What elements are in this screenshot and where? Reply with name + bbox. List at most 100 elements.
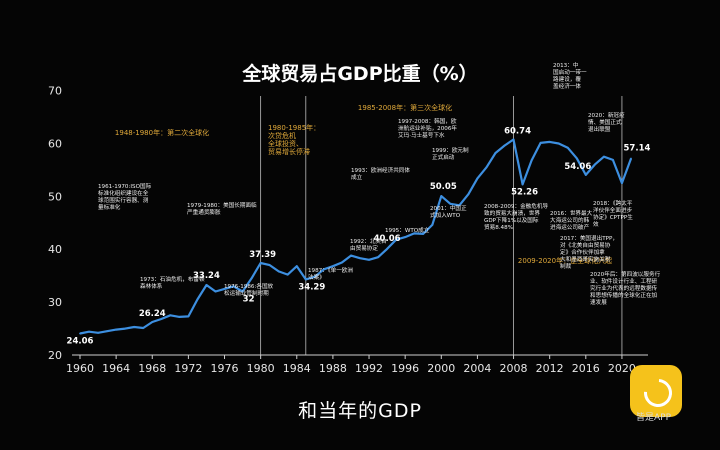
- value-label: 60.74: [504, 127, 531, 137]
- data-point: [602, 155, 605, 158]
- x-tick-label: 1996: [391, 362, 419, 375]
- data-point: [386, 248, 388, 250]
- annotation-text: 全球投资、: [268, 139, 303, 148]
- data-point: [350, 254, 352, 257]
- data-point: [548, 140, 551, 143]
- data-point: [151, 321, 154, 323]
- data-point: [124, 327, 127, 330]
- period-label: 1985-2008年：第三次全球化: [358, 103, 452, 112]
- annotation-text: 2020：新冠疫: [588, 111, 625, 119]
- data-point: [359, 257, 361, 260]
- annotation-text: 2017：美国退出TPP，: [560, 234, 618, 242]
- period-label: 1948-1980年：第二次全球化: [115, 128, 209, 137]
- annotation-text: 盖经济一体: [553, 82, 581, 90]
- annotation-text: 制裁: [560, 262, 572, 270]
- annotation-text: 1979-1980：美国长期面临: [187, 201, 257, 209]
- app-logo-icon: [630, 365, 682, 417]
- data-point: [440, 195, 443, 197]
- data-point: [521, 183, 524, 186]
- data-point: [241, 290, 244, 293]
- data-point: [566, 146, 569, 149]
- annotation-text: 和思想传播的全球化正在加: [590, 291, 658, 299]
- value-label: 24.06: [67, 337, 94, 347]
- data-point: [214, 290, 217, 293]
- annotation-text: 球范围实行容器、测: [98, 196, 149, 204]
- value-label: 40.06: [374, 234, 401, 244]
- period-labels: 1948-1980年：第二次全球化 1985-2008年：第三次全球化 2009-2…: [115, 103, 612, 265]
- annotation-text: 2018：《跨太平: [593, 199, 633, 207]
- data-point: [485, 166, 488, 169]
- value-label: 57.14: [624, 144, 651, 154]
- data-point: [476, 177, 479, 180]
- annotation-text: 退出联盟: [588, 125, 611, 133]
- data-point: [584, 173, 587, 176]
- data-point: [332, 265, 334, 268]
- annotation-text: 次贷危机: [268, 131, 296, 140]
- annotation-text: 2008-2009：金融危机导: [484, 202, 548, 210]
- x-tick-label: 1980: [247, 362, 275, 375]
- data-point: [295, 265, 298, 268]
- annotation-text: 业、软件设计行业、工程研: [590, 277, 658, 285]
- annotation-text: 进海运公司破产: [550, 223, 590, 231]
- x-tick-label: 1984: [283, 362, 311, 375]
- annotation-text: 松运输业管制时期: [224, 289, 269, 297]
- x-tick-label: 2020: [608, 362, 636, 375]
- data-point: [530, 159, 533, 162]
- data-point: [539, 142, 542, 144]
- annotation-text: 法案》: [308, 273, 325, 281]
- x-axis: 1960 1964 1968 1972 1976 1980 1984 1988 1992 1996…: [66, 354, 648, 375]
- app-logo-text: 皆是APP: [636, 413, 672, 423]
- annotation-text: 1976-1986:各国放: [224, 282, 274, 290]
- x-tick-label: 2008: [500, 362, 528, 375]
- data-point: [205, 284, 208, 286]
- data-point: [557, 142, 560, 145]
- data-point: [79, 332, 81, 335]
- value-label: 37.39: [249, 250, 276, 260]
- data-point: [169, 314, 172, 317]
- data-point: [142, 327, 145, 329]
- annotation-text: 成立: [351, 173, 363, 181]
- annotation-text: 由贸易协定: [350, 244, 378, 252]
- x-tick-label: 1972: [174, 362, 202, 375]
- x-tick-label: 2000: [427, 362, 455, 375]
- annotation-text: 森林体系: [140, 282, 163, 290]
- data-point: [395, 238, 398, 241]
- data-point: [377, 256, 379, 259]
- annotation-text: 2013：中: [553, 61, 579, 69]
- data-point: [449, 202, 452, 205]
- data-point: [431, 224, 434, 226]
- annotation-text: 1961-1970:ISO国际: [98, 182, 152, 190]
- annotation-text: 致的贸易大崩溃，世界: [484, 209, 540, 217]
- data-point: [404, 236, 407, 238]
- annotation-text: 2020年后：第四波以服务行: [590, 270, 661, 278]
- data-point: [313, 275, 316, 278]
- annotation-text: 对《北美自由贸易协: [560, 241, 611, 249]
- annotation-text: 定》合作伙伴加拿: [560, 248, 605, 256]
- data-point: [250, 277, 253, 280]
- value-labels: 24.06 26.24 33.24 32 37.39 34.29 40.06 50.05 60.…: [67, 127, 651, 347]
- data-point: [88, 330, 90, 333]
- annotation-text: 贸易8.48%: [484, 223, 513, 231]
- data-point: [494, 152, 497, 154]
- data-point: [503, 144, 506, 147]
- annotation-text: 协定》CPTPP生: [593, 213, 633, 221]
- data-point: [133, 326, 136, 328]
- x-tick-label: 1968: [138, 362, 166, 375]
- annotation-text: 大海运公司的韩: [550, 216, 590, 224]
- annotation-text: 情、美国正式: [588, 118, 622, 126]
- annotation-text: 洋伙伴全面进步: [593, 206, 633, 214]
- data-point: [178, 316, 181, 318]
- y-tick-label: 50: [48, 190, 62, 203]
- data-point: [97, 331, 99, 334]
- annotation-text: 究行业为代表的远程数据传: [590, 284, 658, 292]
- value-label: 52.26: [511, 187, 538, 197]
- annotation-text: 1987：《单一欧洲: [308, 266, 353, 274]
- data-point: [575, 157, 578, 160]
- data-point: [187, 315, 190, 318]
- data-point: [593, 163, 596, 166]
- data-point: [268, 264, 271, 266]
- annotation-text: 1999：欧元制: [432, 146, 469, 154]
- annotation-text: 1997-2008：韩国，欧: [398, 117, 457, 125]
- data-point: [413, 232, 416, 235]
